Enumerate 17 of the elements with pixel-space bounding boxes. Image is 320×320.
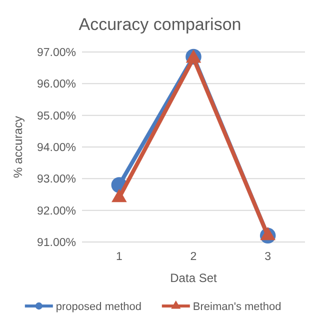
legend-label: proposed method bbox=[56, 300, 142, 313]
y-tick-label: 91.00% bbox=[36, 237, 76, 250]
x-tick-label: 3 bbox=[264, 251, 272, 263]
x-tick-label: 2 bbox=[190, 251, 197, 263]
y-tick-label: 97.00% bbox=[36, 47, 76, 60]
y-tick-label: 93.00% bbox=[36, 174, 76, 186]
x-axis-title: Data Set bbox=[170, 271, 218, 285]
point bbox=[112, 190, 126, 202]
chart-title: Accuracy comparison bbox=[78, 15, 242, 34]
y-tick-label: 94.00% bbox=[36, 142, 76, 154]
point bbox=[260, 228, 275, 240]
x-tick-label: 1 bbox=[116, 251, 122, 263]
y-tick-label: 96.00% bbox=[36, 78, 76, 91]
y-axis-title: % accuracy bbox=[11, 116, 25, 178]
y-tick-label: 92.00% bbox=[36, 205, 76, 218]
y-tick-label: 95.00% bbox=[36, 110, 76, 122]
legend-label: Breiman's method bbox=[192, 300, 282, 313]
